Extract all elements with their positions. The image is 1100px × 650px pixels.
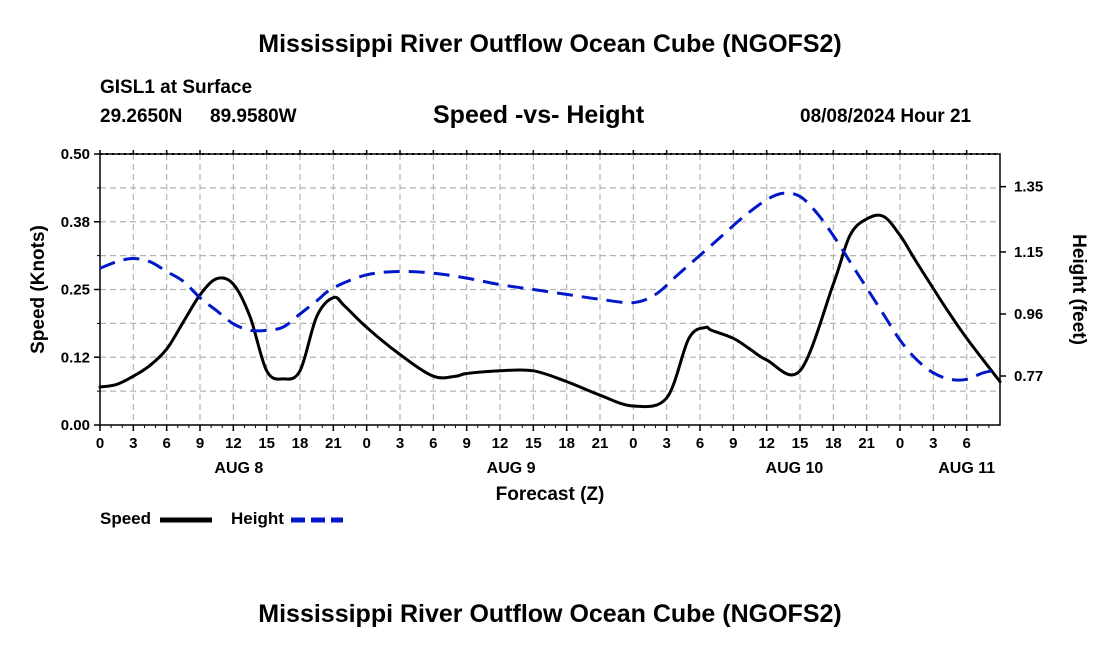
x-tick-label: 0 — [629, 435, 637, 452]
y-axis-label: Speed (Knots) — [28, 225, 49, 354]
x-tick-label: 21 — [592, 435, 609, 452]
x-axis-label: Forecast (Z) — [496, 484, 605, 505]
x-tick-label: 3 — [929, 435, 937, 452]
x-tick-label: 3 — [662, 435, 670, 452]
x-tick-label: 18 — [558, 435, 575, 452]
date-label: AUG 10 — [766, 460, 824, 477]
y-tick-label: 0.50 — [61, 146, 90, 163]
x-tick-label: 12 — [492, 435, 509, 452]
x-tick-label: 3 — [129, 435, 137, 452]
x-tick-label: 12 — [758, 435, 775, 452]
legend-speed-label: Speed — [100, 509, 152, 528]
series-line-height — [99, 191, 1001, 382]
y2-axis-label: Height (feet) — [1068, 234, 1089, 345]
station-lon: 89.9580W — [210, 106, 297, 127]
y-tick-label: 0.12 — [61, 349, 90, 366]
x-tick-label: 0 — [896, 435, 904, 452]
x-tick-label: 9 — [196, 435, 204, 452]
page-title: Mississippi River Outflow Ocean Cube (NG… — [258, 30, 842, 58]
x-tick-label: 15 — [792, 435, 809, 452]
x-tick-label: 3 — [396, 435, 404, 452]
x-tick-label: 12 — [225, 435, 242, 452]
y-tick-label: 0.00 — [61, 417, 90, 434]
x-tick-label: 9 — [462, 435, 470, 452]
chart-title: Speed -vs- Height — [433, 101, 645, 129]
y2-tick-label: 0.77 — [1014, 368, 1043, 385]
y2-tick-label: 1.35 — [1014, 179, 1043, 196]
y-tick-label: 0.25 — [61, 282, 90, 299]
legend-height-label: Height — [231, 509, 284, 528]
footer-title: Mississippi River Outflow Ocean Cube (NG… — [258, 600, 842, 628]
station-lat: 29.2650N — [100, 106, 183, 127]
x-tick-label: 21 — [858, 435, 875, 452]
y2-tick-label: 0.96 — [1014, 306, 1043, 323]
y-tick-label: 0.38 — [61, 214, 90, 231]
series-line-speed — [98, 213, 1002, 409]
x-tick-label: 21 — [325, 435, 342, 452]
x-tick-label: 18 — [825, 435, 842, 452]
date-label: AUG 9 — [487, 460, 536, 477]
y2-tick-label: 1.15 — [1014, 244, 1043, 261]
x-tick-label: 15 — [258, 435, 275, 452]
date-label: AUG 8 — [214, 460, 263, 477]
x-tick-label: 6 — [162, 435, 170, 452]
x-tick-label: 0 — [362, 435, 370, 452]
x-tick-label: 6 — [696, 435, 704, 452]
x-tick-label: 9 — [729, 435, 737, 452]
date-label: AUG 11 — [938, 460, 995, 477]
x-tick-label: 6 — [429, 435, 437, 452]
x-tick-label: 18 — [292, 435, 309, 452]
forecast-datetime: 08/08/2024 Hour 21 — [800, 106, 972, 127]
station-name: GISL1 at Surface — [100, 77, 253, 98]
x-tick-label: 6 — [962, 435, 970, 452]
x-tick-label: 0 — [96, 435, 104, 452]
x-tick-label: 15 — [525, 435, 542, 452]
